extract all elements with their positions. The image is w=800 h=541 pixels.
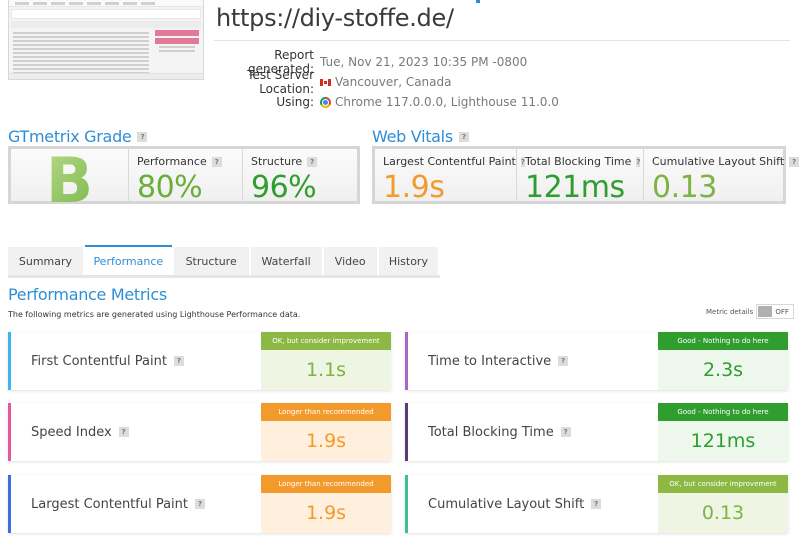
tab-structure[interactable]: Structure <box>173 247 249 275</box>
tab-video[interactable]: Video <box>323 247 377 275</box>
web-vital-value: 121ms <box>525 170 625 205</box>
metric-color-bar <box>405 475 408 533</box>
gtmetrix-grade-title: GTmetrix Grade ? <box>8 127 148 146</box>
metric-name: Time to Interactive <box>428 353 552 369</box>
web-vitals-box: Largest Contentful Paint? 1.9s Total Blo… <box>372 146 800 205</box>
help-icon[interactable]: ? <box>591 499 602 509</box>
help-icon[interactable]: ? <box>520 156 525 167</box>
toggle-knob <box>758 306 773 317</box>
structure-label: Structure <box>251 155 303 168</box>
metric-status-badge: OK, but consider improvement <box>658 475 788 493</box>
help-icon[interactable]: ? <box>458 131 469 142</box>
page-screenshot-thumbnail[interactable] <box>8 0 204 80</box>
metric-time-to-interactive: Time to Interactive? Good - Nothing to d… <box>405 332 788 390</box>
metric-color-bar <box>8 332 11 390</box>
metric-cumulative-layout-shift: Cumulative Layout Shift? OK, but conside… <box>405 475 788 533</box>
using-label: Using: <box>276 95 314 109</box>
metric-total-blocking-time: Total Blocking Time? Good - Nothing to d… <box>405 403 788 461</box>
thumb-cookie-banner <box>11 21 201 28</box>
metric-name: Total Blocking Time <box>428 424 554 440</box>
metric-details-label: Metric details <box>706 307 754 316</box>
chrome-icon <box>320 96 331 108</box>
tested-url[interactable]: https://diy-stoffe.de/ <box>216 4 454 32</box>
metric-status-badge: Longer than recommended <box>261 403 391 421</box>
grade-letter: B <box>11 149 128 213</box>
structure-score: 96% <box>251 170 317 205</box>
metric-name: Largest Contentful Paint <box>31 496 189 512</box>
web-vital-value: 1.9s <box>383 170 445 205</box>
metric-color-bar <box>8 475 11 533</box>
metric-details-toggle[interactable]: OFF <box>756 304 794 319</box>
report-generated-value: Tue, Nov 21, 2023 10:35 PM -0800 <box>320 55 528 69</box>
metric-color-bar <box>8 403 11 461</box>
help-icon[interactable]: ? <box>307 156 318 167</box>
performance-metrics-title: Performance Metrics <box>8 285 167 304</box>
help-icon[interactable]: ? <box>137 131 148 142</box>
help-icon[interactable]: ? <box>636 156 641 167</box>
thumb-nav <box>9 0 203 7</box>
server-location-row: Test Server Location: Vancouver, Canada <box>214 68 559 96</box>
report-generated-label: Report generated: <box>247 48 314 76</box>
web-vital-tbt: Total Blocking Time? 121ms <box>517 149 644 205</box>
metric-name: Speed Index <box>31 424 112 440</box>
help-icon[interactable]: ? <box>789 156 800 167</box>
help-icon[interactable]: ? <box>558 356 569 366</box>
thumb-footer <box>9 73 203 79</box>
metric-name: Cumulative Layout Shift <box>428 496 585 512</box>
web-vital-lcp: Largest Contentful Paint? 1.9s <box>375 149 525 205</box>
metric-first-contentful-paint: First Contentful Paint? OK, but consider… <box>8 332 391 390</box>
web-vital-value: 0.13 <box>652 170 717 205</box>
performance-score: 80% <box>137 170 203 205</box>
metric-color-bar <box>405 332 408 390</box>
report-tabs: Summary Performance Structure Waterfall … <box>8 245 440 278</box>
help-icon[interactable]: ? <box>195 499 206 509</box>
using-value: Chrome 117.0.0.0, Lighthouse 11.0.0 <box>335 95 559 109</box>
web-vital-label: Cumulative Layout Shift <box>652 155 785 168</box>
metric-status-badge: OK, but consider improvement <box>261 332 391 350</box>
tab-performance[interactable]: Performance <box>84 245 172 275</box>
using-row: Using: Chrome 117.0.0.0, Lighthouse 11.0… <box>214 92 559 112</box>
help-icon[interactable]: ? <box>211 156 222 167</box>
metric-value: 2.3s <box>702 359 744 381</box>
gtmetrix-grade-box: B Performance? 80% Structure? 96% <box>8 146 360 213</box>
performance-cell: Performance? 80% <box>129 149 243 205</box>
report-generated-row: Report generated: Tue, Nov 21, 2023 10:3… <box>214 48 559 76</box>
web-vital-cls: Cumulative Layout Shift? 0.13 <box>644 149 800 205</box>
metric-value: 0.13 <box>701 502 745 524</box>
decorative-dot <box>476 0 480 3</box>
web-vital-label: Total Blocking Time <box>525 155 632 168</box>
tab-summary[interactable]: Summary <box>8 247 83 275</box>
metric-status-badge: Good - Nothing to do here <box>658 403 788 421</box>
metric-status-badge: Longer than recommended <box>261 475 391 493</box>
help-icon[interactable]: ? <box>173 356 184 366</box>
report-info: Report generated: Tue, Nov 21, 2023 10:3… <box>214 48 559 112</box>
performance-metrics-description: The following metrics are generated usin… <box>8 310 301 319</box>
server-location-label: Test Server Location: <box>247 68 314 96</box>
structure-cell: Structure? 96% <box>243 149 357 205</box>
tab-waterfall[interactable]: Waterfall <box>250 247 322 275</box>
toggle-state: OFF <box>775 307 789 316</box>
metric-color-bar <box>405 403 408 461</box>
canada-flag-icon <box>320 78 331 86</box>
metric-status-badge: Good - Nothing to do here <box>658 332 788 350</box>
metric-name: First Contentful Paint <box>31 353 167 369</box>
metric-value: 1.9s <box>305 502 347 524</box>
divider <box>214 40 790 41</box>
help-icon[interactable]: ? <box>118 427 129 437</box>
thumb-search <box>11 9 201 19</box>
metric-largest-contentful-paint: Largest Contentful Paint? Longer than re… <box>8 475 391 533</box>
metric-value: 1.1s <box>305 359 347 381</box>
tab-history[interactable]: History <box>378 247 438 275</box>
metric-value: 121ms <box>690 430 756 452</box>
web-vital-label: Largest Contentful Paint <box>383 155 516 168</box>
help-icon[interactable]: ? <box>560 427 571 437</box>
metric-details-toggle-wrap: Metric details OFF <box>706 304 794 319</box>
performance-label: Performance <box>137 155 207 168</box>
web-vitals-title: Web Vitals ? <box>372 127 469 146</box>
metric-value: 1.9s <box>305 430 347 452</box>
server-location-value: Vancouver, Canada <box>335 75 452 89</box>
grade-cell: B <box>11 149 129 213</box>
metric-speed-index: Speed Index? Longer than recommended 1.9… <box>8 403 391 461</box>
